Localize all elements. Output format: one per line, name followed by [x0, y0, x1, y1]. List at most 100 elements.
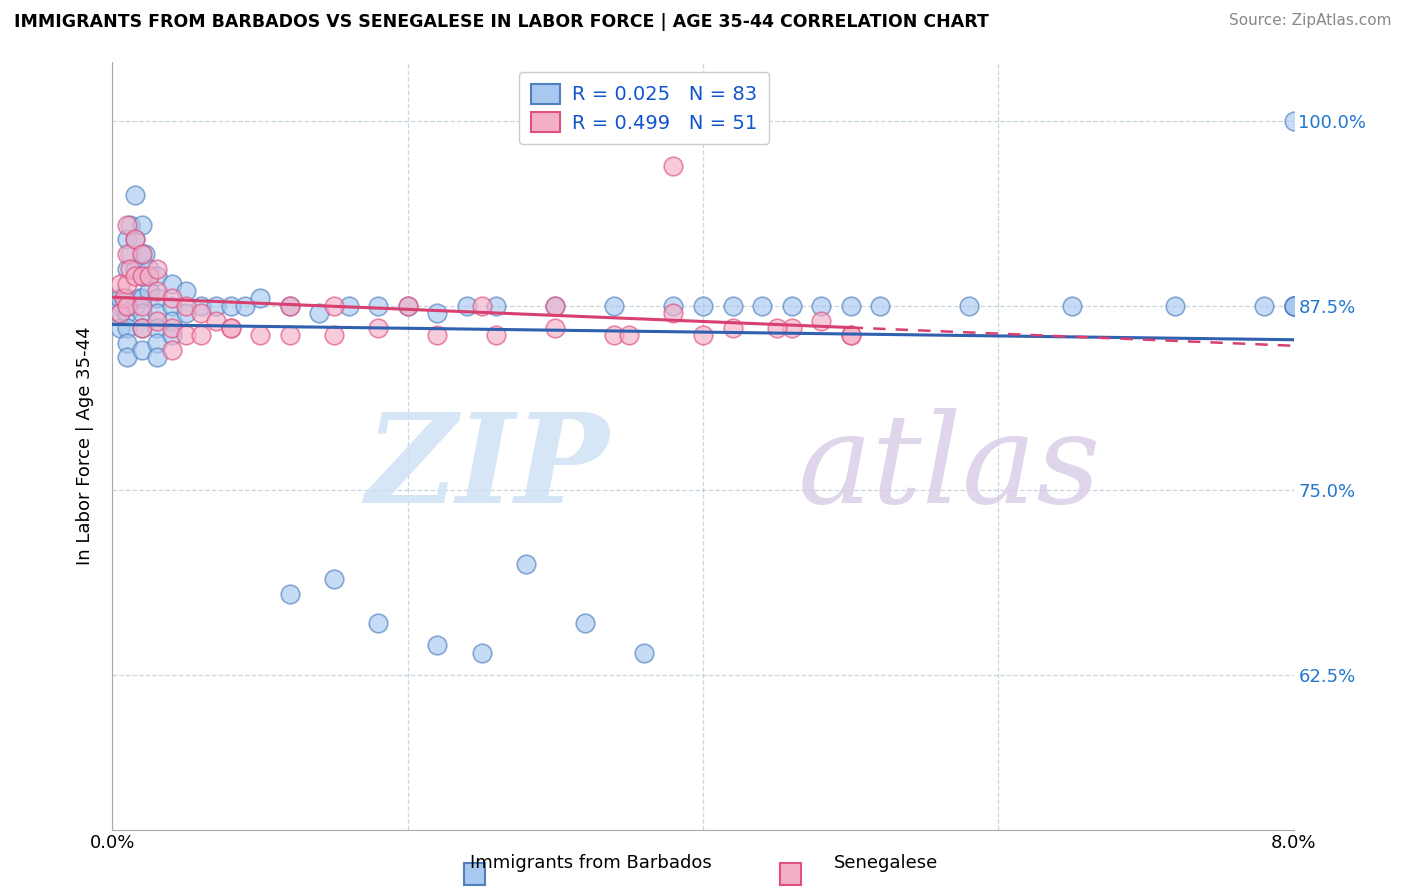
Point [190, 328, 212, 343]
Point [117, 335, 138, 350]
Point [131, 247, 153, 261]
Point [323, 328, 346, 343]
Point [124, 269, 146, 284]
Point [603, 328, 626, 343]
Point [124, 262, 146, 277]
Point [117, 292, 138, 306]
Point [367, 321, 389, 335]
Point [117, 262, 138, 277]
Point [146, 284, 169, 298]
Point [219, 321, 242, 335]
Point [131, 343, 153, 358]
Text: Source: ZipAtlas.com: Source: ZipAtlas.com [1229, 13, 1392, 29]
Point [869, 299, 891, 313]
Point [662, 159, 685, 173]
Point [1282, 299, 1305, 313]
Point [174, 284, 197, 298]
Point [485, 299, 508, 313]
Text: IMMIGRANTS FROM BARBADOS VS SENEGALESE IN LABOR FORCE | AGE 35-44 CORRELATION CH: IMMIGRANTS FROM BARBADOS VS SENEGALESE I… [14, 13, 988, 31]
Point [574, 615, 596, 630]
Point [456, 299, 478, 313]
Point [205, 313, 228, 327]
Point [662, 299, 685, 313]
Point [174, 328, 197, 343]
Point [138, 284, 160, 298]
Point [160, 292, 183, 306]
Point [174, 299, 197, 313]
Point [108, 292, 131, 306]
Point [839, 299, 862, 313]
Point [839, 328, 862, 343]
Point [108, 299, 131, 313]
Point [160, 321, 183, 335]
Point [471, 646, 494, 660]
Text: ZIP: ZIP [364, 409, 609, 530]
Point [117, 277, 138, 291]
Point [120, 262, 142, 277]
Point [160, 277, 183, 291]
Point [146, 335, 169, 350]
Point [112, 292, 135, 306]
Point [765, 321, 787, 335]
Point [117, 351, 138, 365]
Point [1062, 299, 1084, 313]
Point [278, 586, 301, 600]
Point [160, 313, 183, 327]
Point [146, 262, 169, 277]
Point [544, 299, 567, 313]
Point [603, 299, 626, 313]
Point [1282, 114, 1305, 128]
Point [515, 557, 537, 571]
Point [190, 299, 212, 313]
Point [190, 306, 212, 320]
Y-axis label: In Labor Force | Age 35-44: In Labor Force | Age 35-44 [76, 326, 94, 566]
Point [117, 299, 138, 313]
Legend: R = 0.025   N = 83, R = 0.499   N = 51: R = 0.025 N = 83, R = 0.499 N = 51 [519, 72, 769, 145]
Point [957, 299, 980, 313]
Point [367, 615, 389, 630]
Point [108, 321, 131, 335]
Point [138, 269, 160, 284]
Point [721, 299, 744, 313]
Point [146, 321, 169, 335]
Point [124, 299, 146, 313]
Point [160, 299, 183, 313]
Point [146, 313, 169, 327]
Point [367, 299, 389, 313]
Point [1164, 299, 1187, 313]
Point [780, 299, 803, 313]
Point [108, 277, 131, 291]
Point [692, 299, 714, 313]
Point [249, 328, 271, 343]
Point [278, 299, 301, 313]
Point [396, 299, 419, 313]
Point [721, 321, 744, 335]
Point [1282, 299, 1305, 313]
Point [278, 328, 301, 343]
Point [810, 299, 832, 313]
Point [131, 269, 153, 284]
Point [219, 299, 242, 313]
Point [337, 299, 360, 313]
Point [131, 292, 153, 306]
Point [233, 299, 256, 313]
Point [146, 292, 169, 306]
Point [128, 292, 150, 306]
Point [131, 299, 153, 313]
Point [131, 306, 153, 320]
Point [160, 328, 183, 343]
Point [134, 269, 156, 284]
Point [810, 313, 832, 327]
Point [138, 262, 160, 277]
Point [278, 299, 301, 313]
Point [160, 343, 183, 358]
Text: Senegalese: Senegalese [834, 855, 938, 872]
Point [308, 306, 330, 320]
Point [146, 269, 169, 284]
Point [780, 321, 803, 335]
Point [1282, 299, 1305, 313]
Point [1282, 299, 1305, 313]
Point [120, 247, 142, 261]
Point [146, 351, 169, 365]
Point [619, 328, 641, 343]
